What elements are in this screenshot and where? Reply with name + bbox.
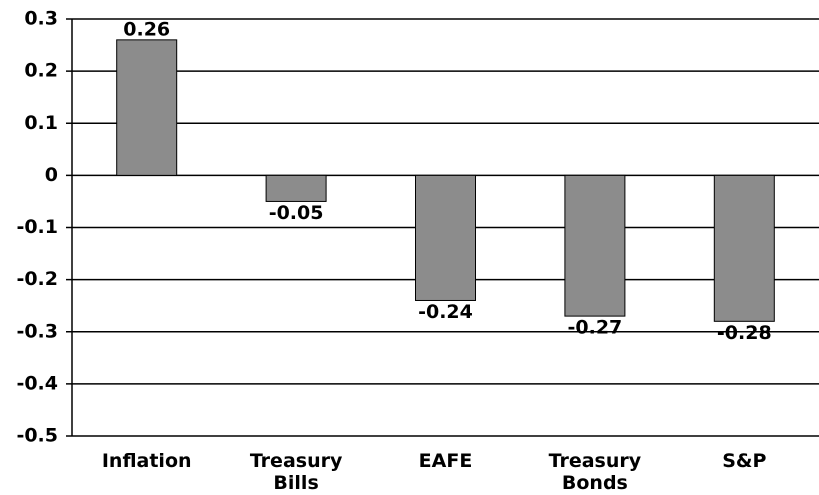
y-tick-label: 0.3: [24, 8, 58, 30]
y-tick-label: -0.4: [16, 372, 58, 394]
value-label: -0.27: [568, 317, 623, 339]
x-tick-label: Inflation: [101, 450, 192, 472]
value-label: -0.05: [269, 202, 324, 224]
y-tick-label: -0.2: [16, 268, 58, 290]
y-tick-label: -0.1: [16, 216, 58, 238]
y-tick-label: -0.5: [16, 425, 58, 447]
value-label: -0.24: [418, 301, 473, 323]
y-tick-label: 0.2: [24, 60, 58, 82]
x-tick-label: Treasury Bills: [249, 450, 343, 494]
x-tick-label: S&P: [722, 450, 767, 472]
bar: [116, 39, 178, 176]
x-tick-label: EAFE: [418, 450, 473, 472]
y-tick-label: 0.1: [24, 112, 58, 134]
value-label: 0.26: [123, 18, 170, 40]
bar: [415, 174, 476, 301]
y-tick-label: 0: [45, 164, 58, 186]
bar: [265, 174, 327, 202]
bar: [564, 174, 626, 317]
value-label: -0.28: [717, 322, 772, 344]
bar: [713, 174, 775, 322]
y-tick-label: -0.3: [16, 320, 58, 342]
x-tick-label: Treasury Bonds: [548, 450, 642, 494]
